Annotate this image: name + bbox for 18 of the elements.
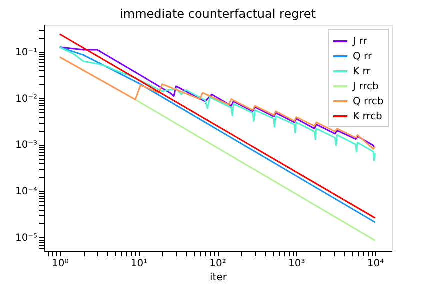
x-tick-label: 10² (210, 258, 226, 270)
x-tick-label: 10¹ (130, 258, 148, 270)
legend-label: K rrcb (353, 112, 382, 122)
x-tick-label: 10³ (288, 258, 306, 270)
legend-label: K rr (353, 66, 372, 78)
legend-label: Q rr (353, 52, 373, 62)
x-tick-label: 10⁰ (52, 258, 69, 270)
legend-label: Q rrcb (353, 96, 384, 108)
y-tick-label: 10⁻⁴ (15, 186, 38, 198)
chart-title: immediate counterfactual regret (120, 6, 316, 21)
y-tick-label: 10⁻² (15, 94, 38, 105)
legend-label: J rrcb (352, 82, 379, 92)
legend-label: J rr (352, 36, 368, 48)
y-tick-label: 10⁻³ (15, 140, 38, 152)
x-axis-title: iter (210, 272, 228, 284)
y-tick-label: 10⁻¹ (15, 47, 38, 58)
y-tick-label: 10⁻⁵ (15, 232, 38, 244)
x-tick-label: 10⁴ (367, 258, 384, 270)
